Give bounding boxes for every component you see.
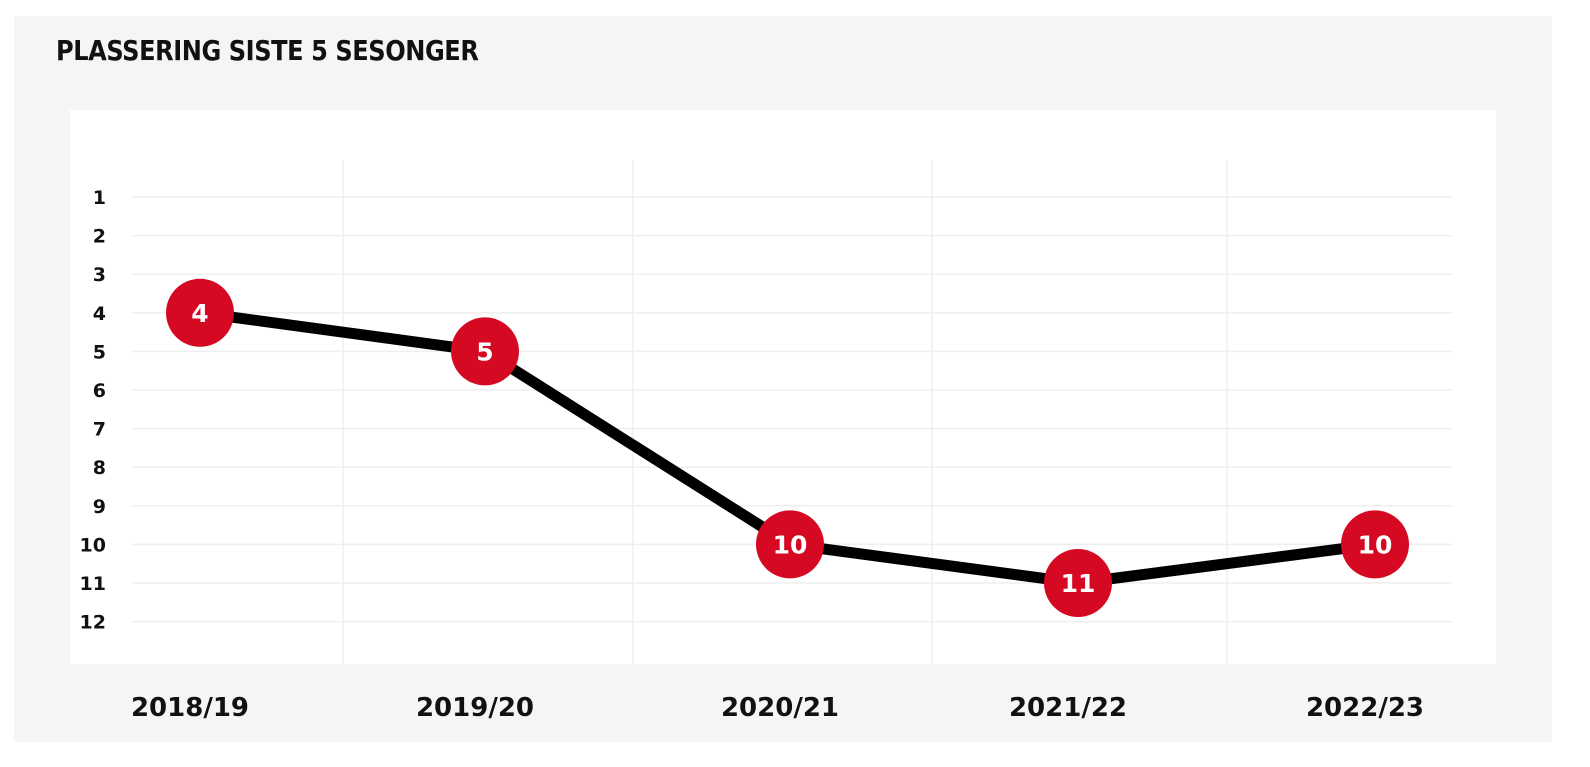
data-point-4 [1044,549,1112,617]
x-tick-label-1: 2018/19 [131,693,249,723]
chart-title: PLASSERING SISTE 5 SESONGER [56,34,479,67]
y-tick-label-12: 12 [80,612,106,634]
data-point-2 [451,317,519,386]
y-tick-label-8: 8 [93,457,106,479]
y-tick-label-10: 10 [80,534,106,556]
data-point-1 [166,278,234,347]
data-label-4: 11 [1061,569,1096,598]
y-tick-label-6: 6 [93,380,106,402]
y-tick-label-3: 3 [93,264,106,286]
y-tick-label-11: 11 [80,573,106,595]
x-tick-label-4: 2021/22 [1009,693,1127,723]
plot-area [70,110,1496,664]
y-tick-label-9: 9 [93,496,106,518]
data-label-2: 5 [476,337,493,366]
y-tick-label-1: 1 [93,187,106,209]
data-label-3: 10 [773,530,808,559]
y-tick-label-2: 2 [93,226,106,248]
data-label-5: 10 [1358,530,1393,559]
x-tick-label-5: 2022/23 [1306,693,1424,723]
data-label-1: 4 [191,299,208,328]
x-tick-label-2: 2019/20 [416,693,534,723]
x-tick-label-3: 2020/21 [721,693,839,723]
y-tick-label-7: 7 [93,419,106,441]
y-tick-label-5: 5 [93,341,106,363]
data-point-3 [756,510,824,579]
y-tick-label-4: 4 [93,303,106,325]
data-point-5 [1341,510,1409,579]
